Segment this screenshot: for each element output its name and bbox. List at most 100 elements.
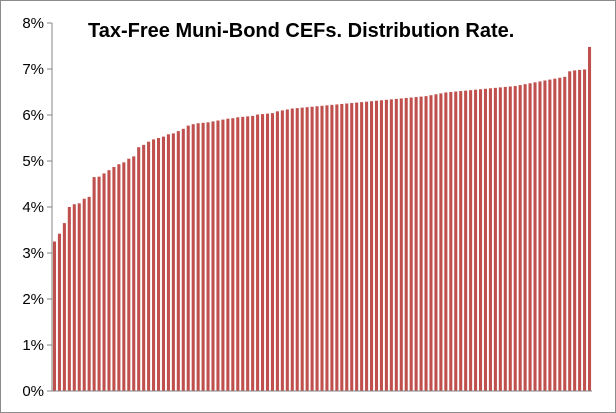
bar xyxy=(52,241,57,391)
bar xyxy=(97,176,101,391)
y-tick-label: 0% xyxy=(22,383,44,400)
bar xyxy=(241,116,245,391)
bar xyxy=(82,198,86,391)
bar xyxy=(251,115,255,392)
bar xyxy=(523,84,527,392)
bar xyxy=(370,101,374,391)
bar xyxy=(508,86,512,391)
bar xyxy=(483,88,488,391)
bar xyxy=(474,89,478,391)
bar xyxy=(459,91,463,391)
bar xyxy=(379,100,383,391)
bar xyxy=(414,97,418,391)
bar xyxy=(320,105,324,392)
bar xyxy=(350,103,354,391)
bar xyxy=(290,108,294,391)
bar xyxy=(236,117,240,392)
bar xyxy=(533,82,537,391)
bar xyxy=(161,136,165,391)
bar xyxy=(171,133,175,391)
bar xyxy=(325,105,329,391)
bar xyxy=(404,97,408,391)
bar xyxy=(132,156,136,391)
bar xyxy=(513,86,517,392)
bar xyxy=(360,102,364,392)
bar xyxy=(340,103,344,392)
bar xyxy=(201,122,205,391)
bar xyxy=(424,96,428,391)
bar xyxy=(434,94,438,392)
bar xyxy=(191,124,195,391)
bar xyxy=(568,71,572,392)
bar xyxy=(305,107,309,392)
bar xyxy=(583,69,587,392)
bar xyxy=(335,104,339,392)
bar xyxy=(444,92,448,392)
bar xyxy=(246,116,250,391)
bar xyxy=(518,85,522,391)
bar xyxy=(231,118,235,391)
bar xyxy=(399,98,403,391)
bar xyxy=(538,81,542,392)
bar xyxy=(181,128,185,392)
bar xyxy=(587,46,592,392)
bar xyxy=(221,119,225,391)
bar xyxy=(117,164,121,391)
y-tick-label: 8% xyxy=(22,15,44,32)
bar xyxy=(419,96,423,391)
bar xyxy=(488,88,492,391)
bar xyxy=(57,233,61,391)
bar xyxy=(345,103,349,391)
bar xyxy=(573,70,577,391)
bar xyxy=(464,90,468,392)
y-tick-label: 1% xyxy=(22,337,44,354)
bar xyxy=(285,109,289,391)
bar xyxy=(142,144,146,391)
bar xyxy=(166,134,170,391)
bar xyxy=(330,104,334,391)
bar xyxy=(102,173,106,391)
bar xyxy=(300,107,304,391)
bar xyxy=(107,170,111,391)
bar xyxy=(295,108,299,391)
y-tick-label: 6% xyxy=(22,107,44,124)
bar xyxy=(449,92,453,391)
bar xyxy=(355,102,359,391)
bar xyxy=(211,121,215,391)
bar xyxy=(156,138,161,391)
bar xyxy=(409,97,413,392)
bar xyxy=(503,86,507,391)
y-tick-label: 7% xyxy=(22,61,44,78)
bar xyxy=(270,113,274,391)
bar xyxy=(548,79,552,391)
bar xyxy=(394,98,398,392)
bar xyxy=(543,80,547,391)
bar xyxy=(152,139,156,391)
bar xyxy=(498,87,502,392)
bar xyxy=(216,120,220,392)
bar xyxy=(280,110,284,392)
bar xyxy=(62,223,66,391)
bar xyxy=(553,78,557,391)
bar xyxy=(429,95,433,391)
bar xyxy=(122,162,126,391)
bar xyxy=(226,118,230,392)
bar xyxy=(493,87,497,392)
bar xyxy=(186,125,190,391)
bar xyxy=(147,141,151,391)
bar xyxy=(389,99,393,392)
bar xyxy=(275,111,279,391)
bar xyxy=(384,99,388,391)
bar xyxy=(137,147,141,391)
bar xyxy=(558,77,562,392)
bar xyxy=(112,166,116,391)
bar xyxy=(265,113,270,392)
bar xyxy=(261,114,265,391)
bar xyxy=(528,83,532,391)
bar xyxy=(256,114,260,391)
bar xyxy=(196,123,200,391)
bar xyxy=(310,106,314,391)
bar xyxy=(563,76,567,391)
y-tick-label: 2% xyxy=(22,291,44,308)
